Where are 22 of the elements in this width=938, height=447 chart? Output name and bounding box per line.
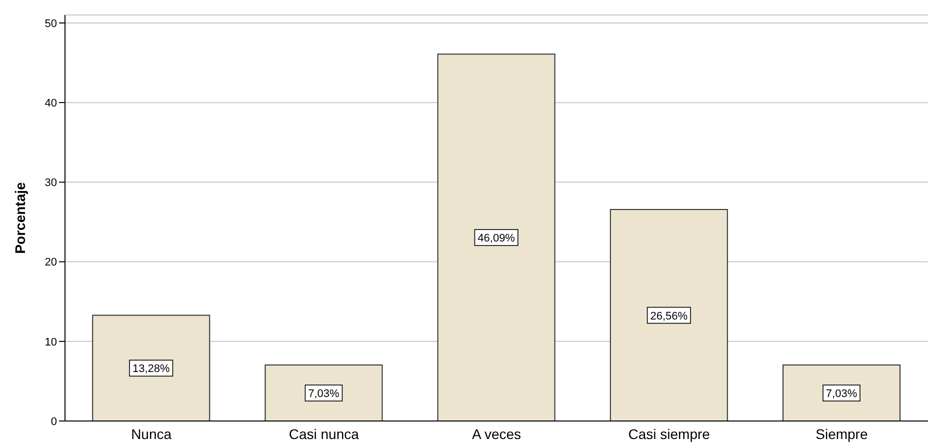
data-label: 13,28% xyxy=(132,363,170,376)
y-tick-label: 0 xyxy=(50,416,57,428)
x-tick-label: A veces xyxy=(472,426,522,442)
y-tick-label: 50 xyxy=(44,18,57,30)
y-tick-label: 40 xyxy=(44,97,57,110)
data-label: 7,03% xyxy=(826,388,858,400)
bar xyxy=(782,364,901,421)
y-tick-label: 30 xyxy=(44,177,57,190)
y-tick-label: 20 xyxy=(44,256,57,269)
y-axis-title: Porcentaje xyxy=(12,182,28,254)
data-label: 26,56% xyxy=(650,310,688,322)
bar xyxy=(437,54,556,421)
y-tick-label: 10 xyxy=(44,336,57,348)
x-tick-label: Casi nunca xyxy=(288,426,360,442)
x-tick-label: Nunca xyxy=(131,426,172,442)
bar xyxy=(264,364,383,421)
x-tick-label: Siempre xyxy=(816,426,868,442)
x-tick-label: Casi siempre xyxy=(628,426,710,442)
data-label: 46,09% xyxy=(478,232,516,245)
data-label: 7,03% xyxy=(308,388,340,400)
bar xyxy=(92,314,210,421)
bar xyxy=(610,209,728,421)
